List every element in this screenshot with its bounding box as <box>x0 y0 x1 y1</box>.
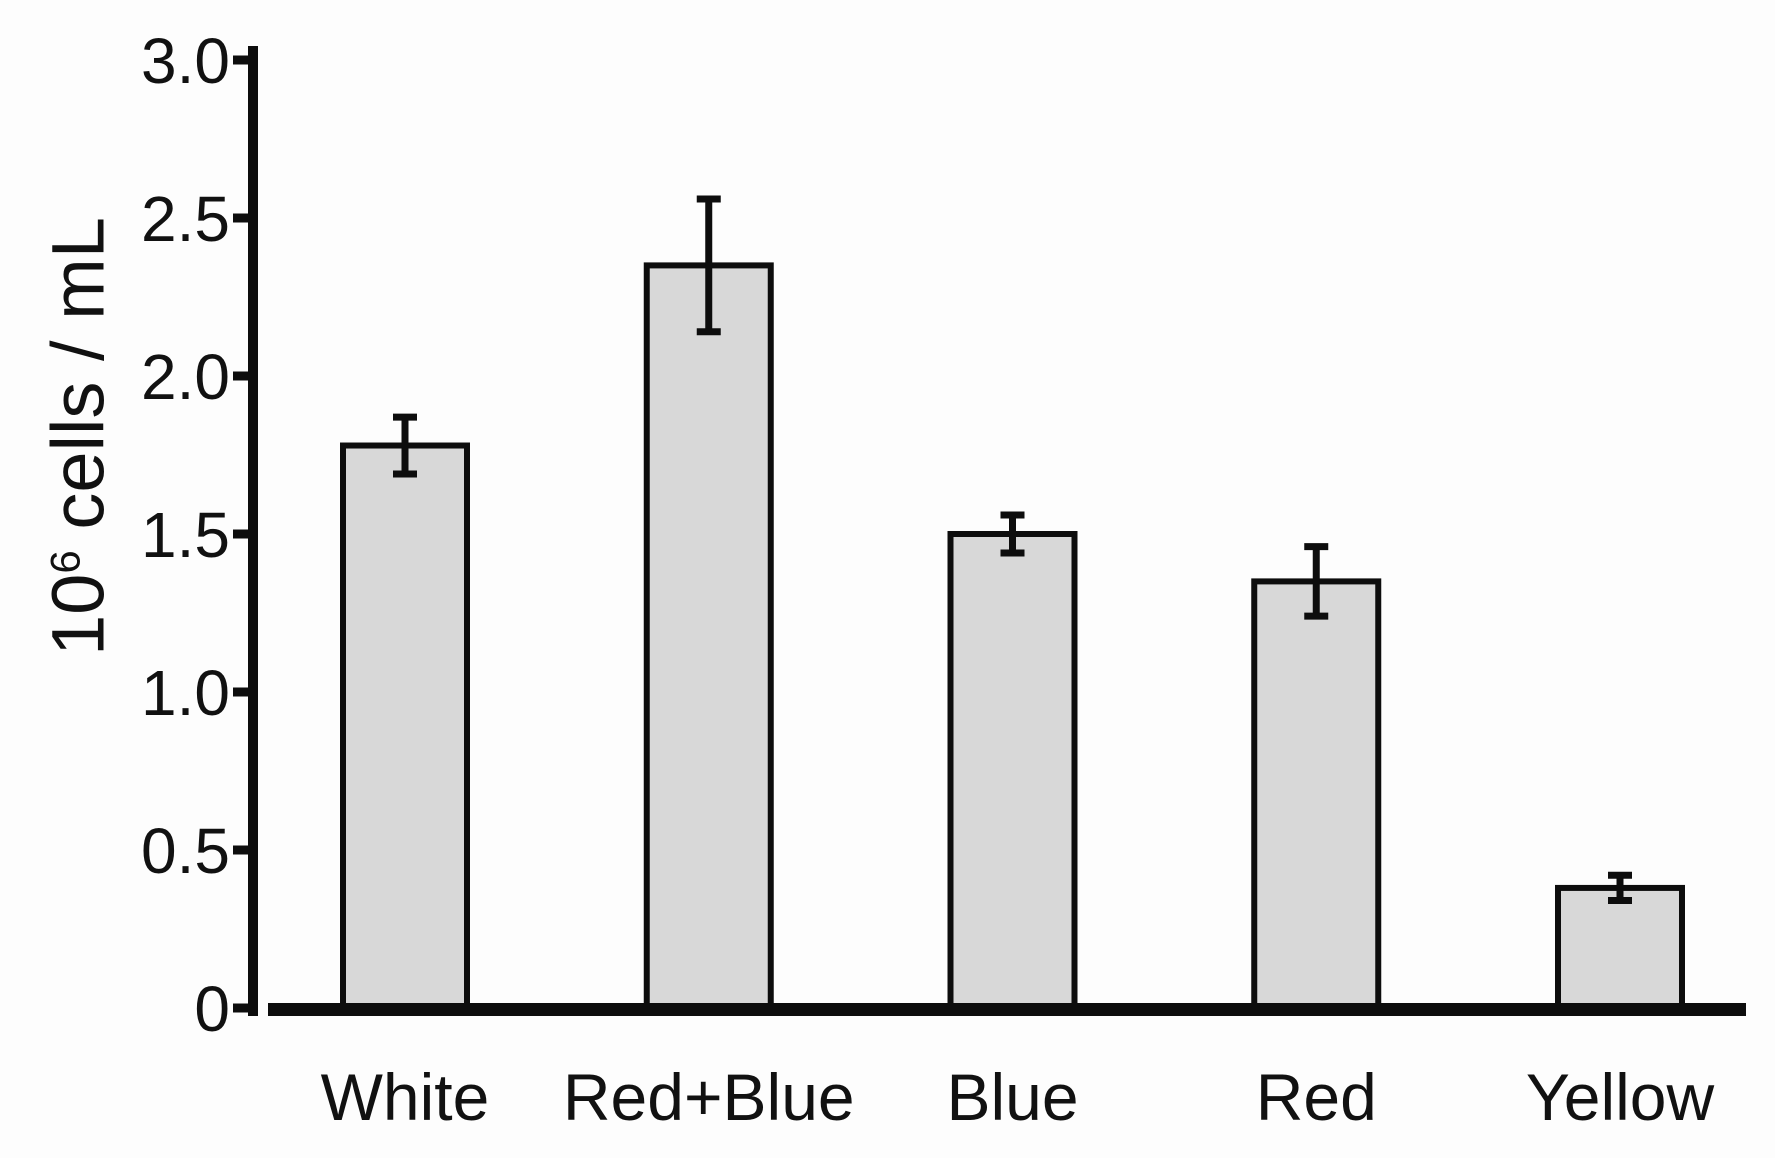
y-axis-tick-label: 0 <box>194 973 230 1045</box>
y-axis-line <box>248 46 258 1016</box>
y-axis-tick-label: 1.5 <box>141 499 230 571</box>
x-axis-label-yellow: Yellow <box>1526 1060 1715 1134</box>
x-axis-line <box>268 1003 1746 1016</box>
y-axis-tick <box>233 687 248 697</box>
y-axis-tick <box>233 529 248 539</box>
bar-blue <box>947 531 1078 1015</box>
x-axis-label-blue: Blue <box>946 1060 1078 1134</box>
bar-red <box>1251 578 1382 1016</box>
y-axis-tick <box>233 55 248 65</box>
y-axis-tick-label: 2.5 <box>141 183 230 255</box>
y-axis-tick-label: 3.0 <box>141 25 230 97</box>
y-axis-tick <box>233 845 248 855</box>
y-axis-tick-label: 0.5 <box>141 815 230 887</box>
bar-yellow <box>1555 884 1685 1015</box>
x-axis-label-red+blue: Red+Blue <box>563 1060 855 1134</box>
y-axis-tick <box>233 213 248 223</box>
bar-red+blue <box>643 262 774 1015</box>
y-axis-title: 106 cells / mL <box>21 107 124 767</box>
y-axis-title-base: 10 <box>36 573 120 656</box>
y-axis-tick <box>233 1003 248 1013</box>
y-axis-title-superscript: 6 <box>41 550 89 574</box>
y-axis-tick-label: 2.0 <box>141 341 230 413</box>
bar-white <box>340 442 470 1015</box>
y-axis-tick <box>233 371 248 381</box>
y-axis-title-units: cells / mL <box>36 217 120 551</box>
y-axis-tick-label: 1.0 <box>141 657 230 729</box>
x-axis-label-red: Red <box>1256 1060 1377 1134</box>
x-axis-label-white: White <box>321 1060 490 1134</box>
